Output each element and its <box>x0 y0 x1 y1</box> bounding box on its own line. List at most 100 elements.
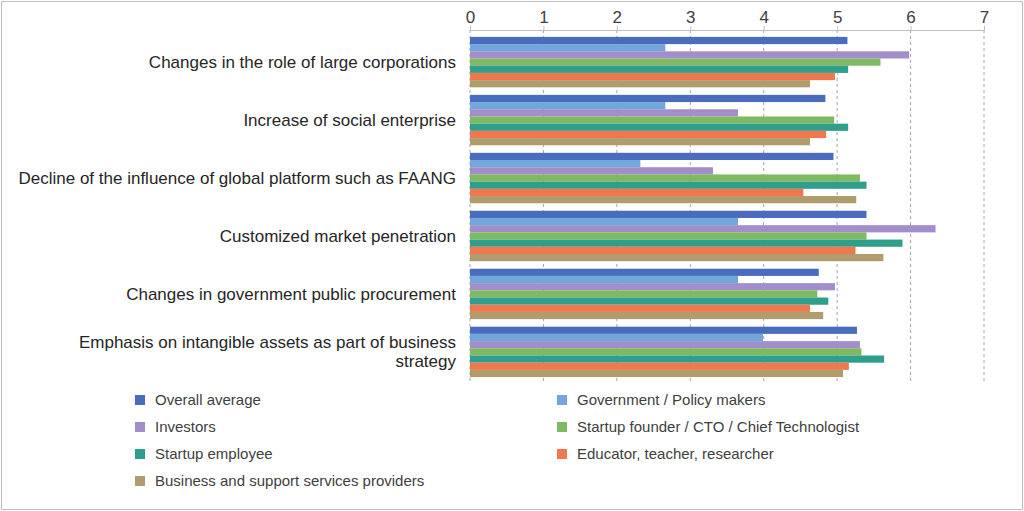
bar <box>470 189 803 196</box>
bar <box>470 312 823 319</box>
bar <box>470 341 860 348</box>
tick: 5 <box>833 8 842 30</box>
tick: 2 <box>613 8 622 30</box>
category-label: Customized market penetration <box>220 227 456 246</box>
grid <box>470 30 984 384</box>
legend-item: Overall average <box>135 391 261 408</box>
bar <box>470 254 883 261</box>
bar <box>470 59 880 66</box>
tick: 1 <box>539 8 548 30</box>
bar <box>470 109 738 116</box>
legend-label: Government / Policy makers <box>577 391 765 408</box>
legend-item: Investors <box>135 418 216 435</box>
tick: 6 <box>906 8 915 30</box>
legend-swatch <box>135 449 145 459</box>
grid-line <box>910 30 911 384</box>
bar <box>470 160 640 167</box>
tick-label: 4 <box>759 8 768 27</box>
bar <box>470 80 810 87</box>
bar <box>470 370 843 377</box>
legend-swatch <box>135 395 145 405</box>
category-label: Changes in the role of large corporation… <box>149 53 456 72</box>
tick: 4 <box>759 8 768 30</box>
category-label-line: Increase of social enterprise <box>243 111 456 130</box>
legend-label: Educator, teacher, researcher <box>577 445 774 462</box>
legend-swatch <box>557 449 567 459</box>
bar <box>470 232 867 239</box>
tick-label: 6 <box>906 8 915 27</box>
bar <box>470 305 810 312</box>
bar <box>470 44 665 51</box>
category-label-line: strategy <box>396 352 457 371</box>
x-axis: 0 1 2 3 4 5 6 7 <box>466 8 989 31</box>
tick: 3 <box>686 8 695 30</box>
tick-label: 0 <box>466 8 475 27</box>
bar <box>470 283 835 290</box>
legend-label: Startup founder / CTO / Chief Technologi… <box>577 418 860 435</box>
bar <box>470 225 936 232</box>
bar <box>470 240 902 247</box>
bar <box>470 124 848 131</box>
bar <box>470 290 817 297</box>
category-label-line: Customized market penetration <box>220 227 456 246</box>
bar <box>470 116 834 123</box>
bar <box>470 131 826 138</box>
category-label: Emphasis on intangible assets as part of… <box>79 333 457 371</box>
bar <box>470 73 835 80</box>
bar <box>470 153 833 160</box>
tick: 0 <box>466 8 475 30</box>
legend-swatch <box>557 395 567 405</box>
legend-item: Startup founder / CTO / Chief Technologi… <box>557 418 860 435</box>
bar <box>470 355 884 362</box>
category-label-line: Changes in government public procurement <box>126 285 456 304</box>
legend-label: Overall average <box>155 391 261 408</box>
bar <box>470 167 713 174</box>
bar <box>470 51 909 58</box>
bar <box>470 298 828 305</box>
legend-item: Business and support services providers <box>135 472 424 489</box>
legend-item: Government / Policy makers <box>557 391 765 408</box>
tick-label: 1 <box>539 8 548 27</box>
tick-label: 3 <box>686 8 695 27</box>
bar <box>470 95 825 102</box>
bars <box>470 37 936 377</box>
bar <box>470 182 867 189</box>
bar <box>470 66 848 73</box>
bar <box>470 247 856 254</box>
grid-line <box>984 30 985 384</box>
bar <box>470 218 738 225</box>
legend-swatch <box>557 422 567 432</box>
category-labels: Changes in the role of large corporation… <box>18 53 456 371</box>
legend-swatch <box>135 422 145 432</box>
legend-item: Educator, teacher, researcher <box>557 445 774 462</box>
bar <box>470 37 847 44</box>
category-label: Decline of the influence of global platf… <box>18 169 456 188</box>
bar <box>470 276 738 283</box>
legend-label: Business and support services providers <box>155 472 424 489</box>
bar <box>470 174 860 181</box>
tick-label: 7 <box>980 8 989 27</box>
bar <box>470 348 861 355</box>
chart-frame <box>2 2 1023 510</box>
bar <box>470 269 819 276</box>
legend-swatch <box>135 476 145 486</box>
chart: 0 1 2 3 4 5 6 7 Changes in the role of large cor… <box>0 0 1024 511</box>
tick: 7 <box>980 8 989 30</box>
bar <box>470 211 867 218</box>
category-label: Changes in government public procurement <box>126 285 456 304</box>
category-label: Increase of social enterprise <box>243 111 456 130</box>
bar <box>470 334 763 341</box>
legend: Overall average Government / Policy maker… <box>135 391 860 489</box>
tick-label: 2 <box>613 8 622 27</box>
bar <box>470 363 849 370</box>
legend-label: Investors <box>155 418 216 435</box>
category-label-line: Emphasis on intangible assets as part of… <box>79 333 456 352</box>
category-label-line: Decline of the influence of global platf… <box>18 169 456 188</box>
tick-label: 5 <box>833 8 842 27</box>
category-label-line: Changes in the role of large corporation… <box>149 53 456 72</box>
bar <box>470 102 665 109</box>
bar <box>470 138 810 145</box>
bar <box>470 196 856 203</box>
legend-label: Startup employee <box>155 445 273 462</box>
legend-item: Startup employee <box>135 445 273 462</box>
